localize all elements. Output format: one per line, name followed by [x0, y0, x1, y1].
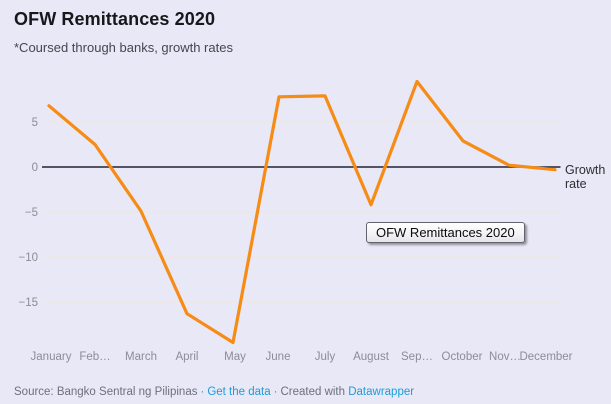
source-text: Source: Bangko Sentral ng Pilipinas	[14, 386, 198, 398]
x-tick-label: December	[519, 351, 572, 363]
x-tick-label: May	[224, 351, 246, 363]
chart-title: OFW Remittances 2020	[14, 9, 216, 29]
x-tick-label: July	[315, 351, 336, 363]
created-with-text: Created with	[280, 386, 346, 398]
x-tick-label: October	[442, 351, 483, 363]
x-tick-label: Feb…	[79, 351, 110, 363]
x-tick-label: June	[266, 351, 291, 363]
x-tick-label: April	[175, 351, 198, 363]
tooltip-text: OFW Remittances 2020	[376, 225, 515, 240]
x-tick-label: August	[353, 351, 390, 363]
y-tick-label: −5	[25, 207, 38, 219]
series-label: Growth rate	[565, 163, 606, 191]
x-tick-label: Sep…	[401, 351, 433, 363]
y-tick-label: 0	[32, 162, 38, 174]
y-tick-label: −10	[18, 252, 38, 264]
x-tick-label: January	[31, 351, 72, 363]
chart-subtitle: *Coursed through banks, growth rates	[14, 40, 233, 55]
get-data-link[interactable]: Get the data	[207, 386, 271, 398]
x-tick-label: Nov…	[489, 351, 521, 363]
footer-separator: ·	[200, 386, 205, 398]
chart-footer: Source: Bangko Sentral ng Pilipinas · Get …	[14, 386, 414, 398]
y-tick-label: 5	[32, 117, 38, 129]
growth-rate-line[interactable]	[47, 79, 557, 345]
y-tick-label: −15	[18, 297, 38, 309]
hover-tooltip: OFW Remittances 2020	[366, 222, 525, 243]
x-tick-label: March	[125, 351, 157, 363]
footer-separator: ·	[273, 386, 278, 398]
datawrapper-link[interactable]: Datawrapper	[348, 386, 415, 398]
